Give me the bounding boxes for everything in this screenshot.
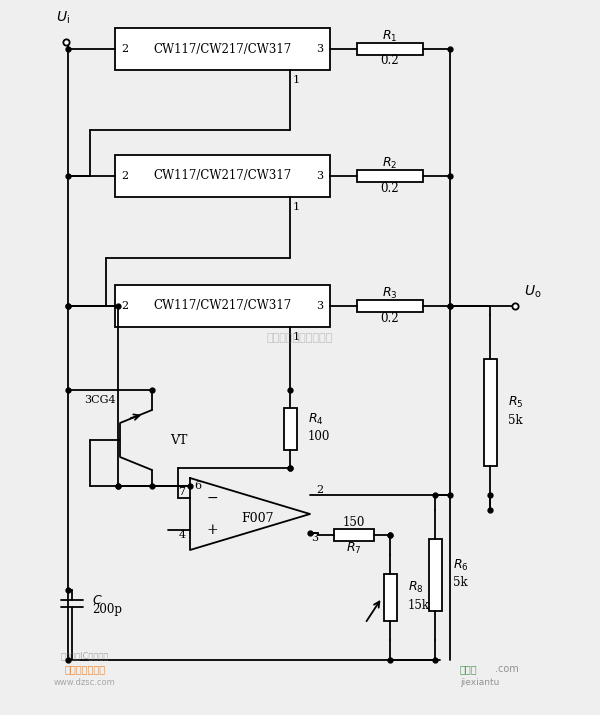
Bar [428,539,442,611]
Text: VT: VT [170,433,187,446]
Text: 0.2: 0.2 [380,182,400,194]
Text: 3: 3 [316,171,323,181]
Text: $R_8$: $R_8$ [408,580,424,595]
Text: $R_1$: $R_1$ [382,29,398,44]
Bar [115,155,330,197]
Text: $R_6$: $R_6$ [453,558,469,573]
Text: +: + [206,523,218,537]
Text: CW117/CW217/CW317: CW117/CW217/CW317 [154,300,292,312]
Text: $R_4$: $R_4$ [308,411,323,427]
Bar [383,574,397,621]
Bar [334,529,374,541]
Text: F007: F007 [242,513,274,526]
Text: 5k: 5k [453,576,467,589]
Text: 15k: 15k [408,599,430,612]
Text: 200p: 200p [92,603,122,616]
Text: $U_{\rm o}$: $U_{\rm o}$ [524,284,542,300]
Text: www.dzsc.com: www.dzsc.com [54,678,116,687]
Text: 6: 6 [194,481,202,491]
Text: CW117/CW217/CW317: CW117/CW217/CW317 [154,42,292,56]
Text: $R_5$: $R_5$ [508,395,524,410]
Text: 2: 2 [121,301,128,311]
Text: 2: 2 [121,44,128,54]
Text: 3CG4: 3CG4 [84,395,116,405]
Text: 3: 3 [311,533,319,543]
Text: 0.2: 0.2 [380,312,400,325]
Text: $R_7$: $R_7$ [346,541,362,556]
Text: 2: 2 [121,171,128,181]
Text: 100: 100 [308,430,331,443]
Text: 4: 4 [178,530,185,540]
Text: jiexiantu: jiexiantu [460,678,499,687]
Text: 1: 1 [292,202,299,212]
Text: 7: 7 [179,487,185,497]
Bar [115,285,330,327]
Bar [115,28,330,70]
Bar [484,359,497,466]
Text: $C$: $C$ [92,593,103,606]
Text: $R_2$: $R_2$ [382,155,398,171]
Text: 全球最大IC采购网站: 全球最大IC采购网站 [61,651,109,660]
Text: 0.2: 0.2 [380,54,400,67]
Bar [357,170,423,182]
Text: 150: 150 [343,516,365,530]
Text: 3: 3 [316,301,323,311]
Text: CW117/CW217/CW317: CW117/CW217/CW317 [154,169,292,182]
Text: $R_3$: $R_3$ [382,285,398,300]
Text: 杭州将宇科技有限公司: 杭州将宇科技有限公司 [267,333,333,343]
Text: 3: 3 [316,44,323,54]
Text: 5k: 5k [508,414,523,427]
Bar [284,408,296,450]
Bar [357,300,423,312]
Text: 1: 1 [292,75,299,85]
Bar [357,43,423,55]
Text: 2: 2 [316,485,323,495]
Text: −: − [206,491,218,506]
Text: $U_{\rm i}$: $U_{\rm i}$ [56,10,70,26]
Text: .com: .com [495,664,519,674]
Text: 维库电子市场网: 维库电子市场网 [64,664,106,674]
Text: 1: 1 [292,332,299,342]
Text: 接线图: 接线图 [460,664,478,674]
